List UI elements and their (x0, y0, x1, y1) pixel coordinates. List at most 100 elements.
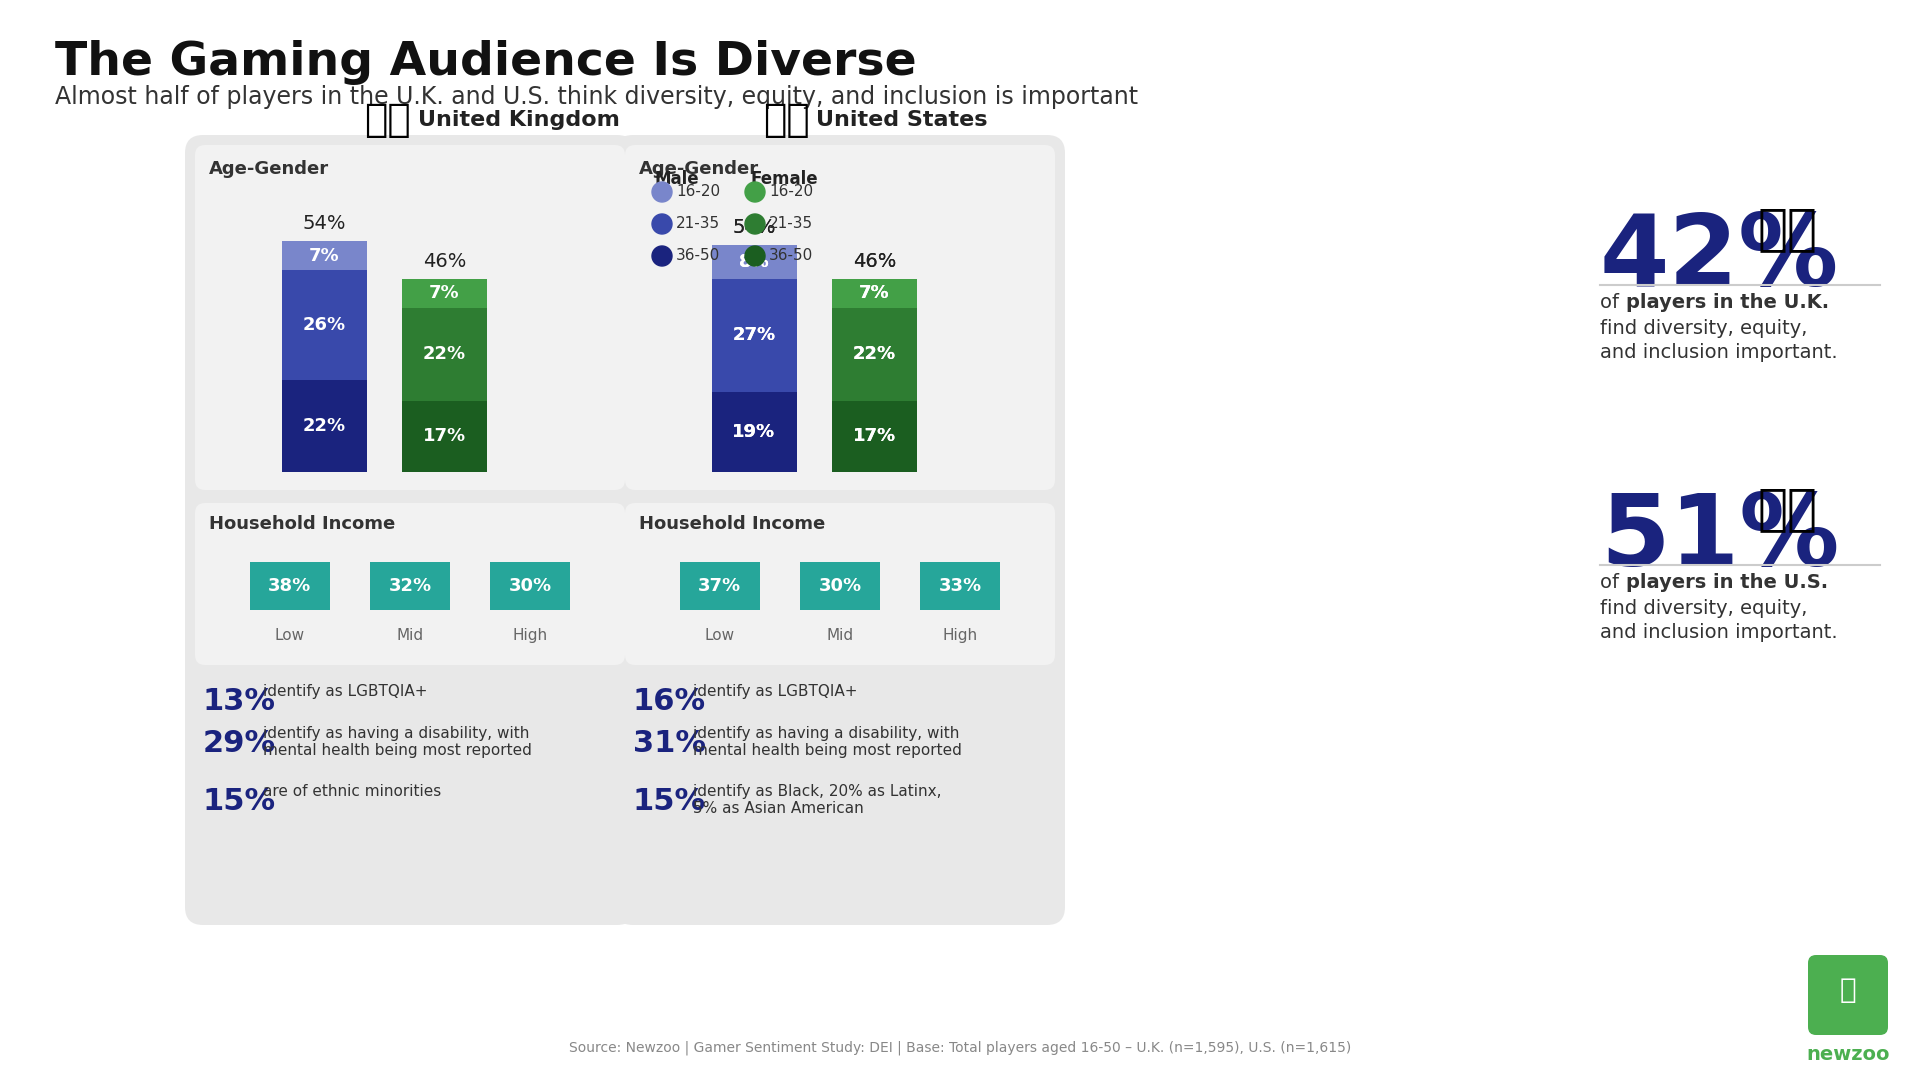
Bar (831, 279, 918, 308)
Circle shape (653, 183, 672, 202)
Text: 27%: 27% (732, 326, 776, 345)
Text: identify as having a disability, with
mental health being most reported: identify as having a disability, with me… (263, 726, 532, 758)
Text: of: of (1599, 293, 1624, 312)
Text: 16-20: 16-20 (676, 185, 720, 200)
Circle shape (745, 183, 764, 202)
Bar (401, 308, 488, 401)
Text: United States: United States (816, 110, 987, 130)
Text: 22%: 22% (303, 417, 346, 435)
Bar (712, 392, 797, 472)
Text: Mid: Mid (826, 627, 854, 643)
Text: find diversity, equity,: find diversity, equity, (1599, 319, 1807, 338)
Bar (831, 279, 918, 308)
Text: 33%: 33% (939, 577, 981, 595)
Text: 🇬🇧: 🇬🇧 (1759, 205, 1818, 253)
Text: 38%: 38% (269, 577, 311, 595)
Text: High: High (943, 627, 977, 643)
Text: Female: Female (751, 170, 818, 188)
Bar (282, 379, 367, 472)
Text: 15%: 15% (634, 787, 707, 816)
Text: 46%: 46% (422, 252, 467, 271)
Text: newzoo: newzoo (1807, 1045, 1889, 1064)
Bar (831, 308, 918, 401)
Text: players in the U.K.: players in the U.K. (1626, 293, 1830, 312)
Bar (490, 562, 570, 610)
Text: 16-20: 16-20 (770, 185, 814, 200)
Bar (401, 279, 488, 308)
Text: Age-Gender: Age-Gender (639, 160, 758, 178)
Text: identify as LGBTQIA+: identify as LGBTQIA+ (263, 684, 428, 699)
Text: 21-35: 21-35 (676, 216, 720, 231)
Text: 🇬🇧: 🇬🇧 (365, 102, 411, 139)
Text: Age-Gender: Age-Gender (209, 160, 328, 178)
FancyBboxPatch shape (626, 145, 1054, 490)
Bar (920, 562, 1000, 610)
Text: 15%: 15% (204, 787, 276, 816)
Text: Household Income: Household Income (209, 515, 396, 534)
Bar (831, 401, 918, 472)
Text: identify as Black, 20% as Latinx,
5% as Asian American: identify as Black, 20% as Latinx, 5% as … (693, 784, 941, 816)
Text: 🇺🇸: 🇺🇸 (762, 102, 810, 139)
Text: Male: Male (655, 170, 699, 188)
Bar (831, 401, 918, 472)
Circle shape (653, 214, 672, 234)
Text: 36-50: 36-50 (770, 248, 814, 264)
Text: 51%: 51% (1599, 490, 1839, 588)
Text: 8%: 8% (739, 253, 770, 271)
Text: 30%: 30% (509, 577, 551, 595)
FancyBboxPatch shape (196, 503, 626, 665)
Text: 17%: 17% (852, 428, 897, 445)
Text: 21-35: 21-35 (770, 216, 814, 231)
Bar (831, 308, 918, 401)
Text: 54%: 54% (301, 214, 346, 233)
Text: Almost half of players in the U.K. and U.S. think diversity, equity, and inclusi: Almost half of players in the U.K. and U… (56, 85, 1139, 109)
Text: 54%: 54% (732, 218, 776, 238)
Bar (712, 245, 797, 279)
Text: 42%: 42% (1599, 210, 1839, 307)
Text: 7%: 7% (309, 246, 340, 265)
Bar (712, 392, 797, 472)
Bar (401, 401, 488, 472)
Text: 29%: 29% (204, 729, 276, 758)
Text: players in the U.S.: players in the U.S. (1626, 573, 1828, 592)
Text: Household Income: Household Income (639, 515, 826, 534)
Bar (801, 562, 879, 610)
FancyBboxPatch shape (196, 145, 626, 490)
Bar (282, 241, 367, 270)
FancyBboxPatch shape (614, 135, 1066, 924)
Text: 17%: 17% (422, 428, 467, 445)
Text: Low: Low (275, 627, 305, 643)
Bar (712, 279, 797, 392)
Text: and inclusion important.: and inclusion important. (1599, 623, 1837, 642)
Text: Source: Newzoo | Gamer Sentiment Study: DEI | Base: Total players aged 16-50 – U: Source: Newzoo | Gamer Sentiment Study: … (568, 1041, 1352, 1055)
Text: 7%: 7% (858, 284, 889, 302)
Bar (250, 562, 330, 610)
FancyBboxPatch shape (184, 135, 636, 924)
Text: identify as having a disability, with
mental health being most reported: identify as having a disability, with me… (693, 726, 962, 758)
Bar (282, 270, 367, 379)
Text: 26%: 26% (303, 316, 346, 334)
Text: 13%: 13% (204, 687, 276, 716)
Text: 37%: 37% (699, 577, 741, 595)
Bar (680, 562, 760, 610)
Text: The Gaming Audience Is Diverse: The Gaming Audience Is Diverse (56, 40, 916, 85)
Bar (371, 562, 449, 610)
Text: 8%: 8% (739, 253, 770, 271)
Text: 22%: 22% (422, 346, 467, 363)
Text: 🇺🇸: 🇺🇸 (1759, 485, 1818, 534)
Text: of: of (1599, 573, 1624, 592)
Text: 🌿: 🌿 (1839, 976, 1857, 1004)
Circle shape (653, 246, 672, 266)
Text: 46%: 46% (852, 252, 897, 271)
Text: and inclusion important.: and inclusion important. (1599, 343, 1837, 362)
Text: 31%: 31% (634, 729, 707, 758)
Circle shape (745, 246, 764, 266)
Text: High: High (513, 627, 547, 643)
Text: Mid: Mid (396, 627, 424, 643)
Text: United Kingdom: United Kingdom (417, 110, 620, 130)
Bar (712, 279, 797, 392)
Text: 19%: 19% (732, 423, 776, 441)
Text: 30%: 30% (818, 577, 862, 595)
Text: 22%: 22% (852, 346, 897, 363)
Text: 22%: 22% (852, 346, 897, 363)
